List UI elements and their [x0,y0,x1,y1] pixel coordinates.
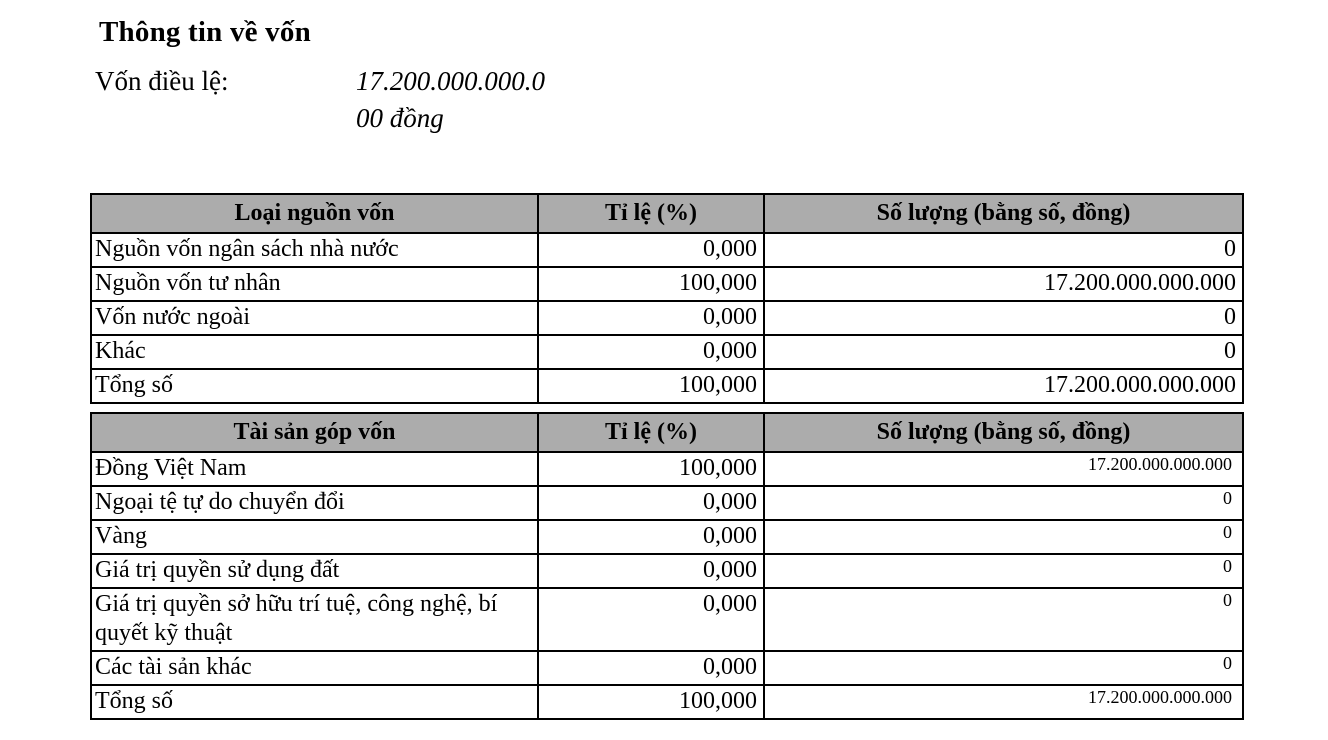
cell-amount: 17.200.000.000.000 [763,451,1244,487]
cell-label: Nguồn vốn ngân sách nhà nước [90,232,539,268]
cell-label: Nguồn vốn tư nhân [90,266,539,302]
column-header-amount: Số lượng (bằng số, đồng) [763,412,1244,453]
cell-amount: 0 [763,300,1244,336]
cell-amount: 17.200.000.000.000 [763,368,1244,404]
table-row: Giá trị quyền sở hữu trí tuệ, công nghệ,… [90,587,1244,652]
cell-ratio: 0,000 [537,232,765,268]
cell-amount: 17.200.000.000.000 [763,684,1244,720]
cell-label: Các tài sản khác [90,650,539,686]
column-header-amount: Số lượng (bằng số, đồng) [763,193,1244,234]
table-row: Khác 0,000 0 [90,334,1244,370]
column-header-capital-source-type: Loại nguồn vốn [90,193,539,234]
tables-section: Loại nguồn vốn Tỉ lệ (%) Số lượng (bằng … [90,193,1328,720]
charter-capital-value: 17.200.000.000.000 đồng [356,66,545,133]
column-header-ratio: Tỉ lệ (%) [537,412,765,453]
table-row: Vàng 0,000 0 [90,519,1244,555]
cell-label: Đồng Việt Nam [90,451,539,487]
cell-label: Tổng số [90,368,539,404]
cell-label: Giá trị quyền sở hữu trí tuệ, công nghệ,… [90,587,539,652]
cell-amount: 0 [763,650,1244,686]
assets-table: Tài sản góp vốn Tỉ lệ (%) Số lượng (bằng… [90,412,1244,720]
table-row-total: Tổng số 100,000 17.200.000.000.000 [90,684,1244,720]
table-header-row: Loại nguồn vốn Tỉ lệ (%) Số lượng (bằng … [90,193,1244,234]
cell-ratio: 100,000 [537,684,765,720]
cell-ratio: 100,000 [537,266,765,302]
table-row: Các tài sản khác 0,000 0 [90,650,1244,686]
cell-label: Vốn nước ngoài [90,300,539,336]
cell-amount: 0 [763,587,1244,652]
cell-amount: 17.200.000.000.000 [763,266,1244,302]
table-row: Vốn nước ngoài 0,000 0 [90,300,1244,336]
cell-ratio: 0,000 [537,519,765,555]
table-row: Ngoại tệ tự do chuyển đổi 0,000 0 [90,485,1244,521]
cell-ratio: 0,000 [537,300,765,336]
table-row-total: Tổng số 100,000 17.200.000.000.000 [90,368,1244,404]
cell-amount: 0 [763,334,1244,370]
table-header-row: Tài sản góp vốn Tỉ lệ (%) Số lượng (bằng… [90,412,1244,453]
cell-ratio: 100,000 [537,451,765,487]
document-page: Thông tin về vốn Vốn điều lệ: 17.200.000… [90,16,1328,720]
cell-ratio: 0,000 [537,553,765,589]
cell-label: Khác [90,334,539,370]
cell-amount: 0 [763,232,1244,268]
cell-ratio: 0,000 [537,587,765,652]
cell-amount: 0 [763,553,1244,589]
table-row: Giá trị quyền sử dụng đất 0,000 0 [90,553,1244,589]
cell-label: Vàng [90,519,539,555]
table-row: Nguồn vốn tư nhân 100,000 17.200.000.000… [90,266,1244,302]
cell-ratio: 0,000 [537,485,765,521]
table-row: Nguồn vốn ngân sách nhà nước 0,000 0 [90,232,1244,268]
column-header-asset-type: Tài sản góp vốn [90,412,539,453]
cell-ratio: 0,000 [537,650,765,686]
cell-label: Ngoại tệ tự do chuyển đổi [90,485,539,521]
table-row: Đồng Việt Nam 100,000 17.200.000.000.000 [90,451,1244,487]
cell-amount: 0 [763,485,1244,521]
cell-ratio: 0,000 [537,334,765,370]
cell-amount: 0 [763,519,1244,555]
cell-ratio: 100,000 [537,368,765,404]
column-header-ratio: Tỉ lệ (%) [537,193,765,234]
page-title: Thông tin về vốn [99,16,311,48]
charter-capital-label: Vốn điều lệ: [95,66,229,96]
cell-label: Tổng số [90,684,539,720]
charter-capital-row: Vốn điều lệ: 17.200.000.000.000 đồng [95,63,1328,137]
cell-label: Giá trị quyền sử dụng đất [90,553,539,589]
capital-sources-table: Loại nguồn vốn Tỉ lệ (%) Số lượng (bằng … [90,193,1244,404]
